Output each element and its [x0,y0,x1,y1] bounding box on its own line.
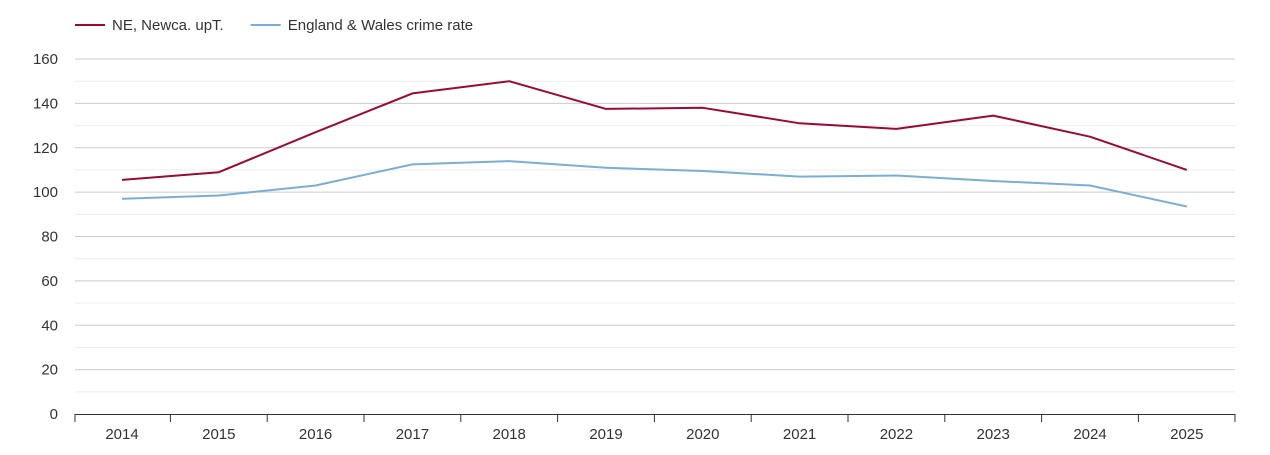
x-tick-label: 2019 [589,426,622,443]
legend-label: England & Wales crime rate [288,17,473,34]
y-tick-label: 140 [33,95,58,112]
x-tick-label: 2016 [299,426,332,443]
x-tick-label: 2023 [977,426,1010,443]
y-tick-label: 60 [41,273,58,290]
y-tick-label: 20 [41,362,58,379]
y-tick-label: 0 [50,406,58,423]
series-line-0 [122,81,1187,180]
legend: NE, Newca. upT. England & Wales crime rat… [75,17,473,34]
series-group [122,81,1187,206]
x-axis: 2014 2015 2016 2017 2018 2019 2020 2021 2022 2023… [75,414,1235,443]
legend-label: NE, Newca. upT. [112,17,224,34]
y-tick-label: 160 [33,51,58,68]
y-axis: 0 20 40 60 80 100 120 140 160 [33,51,58,423]
y-tick-label: 80 [41,229,58,246]
x-tick-label: 2022 [880,426,913,443]
x-tick-label: 2015 [202,426,235,443]
y-tick-label: 120 [33,140,58,157]
x-tick-label: 2017 [396,426,429,443]
x-tick-label: 2020 [686,426,719,443]
x-tick-label: 2021 [783,426,816,443]
y-tick-label: 40 [41,317,58,334]
x-tick-label: 2024 [1073,426,1106,443]
series-line-1 [122,161,1187,206]
y-tick-label: 100 [33,184,58,201]
x-tick-label: 2025 [1170,426,1203,443]
x-tick-label: 2018 [493,426,526,443]
x-tick-label: 2014 [105,426,138,443]
